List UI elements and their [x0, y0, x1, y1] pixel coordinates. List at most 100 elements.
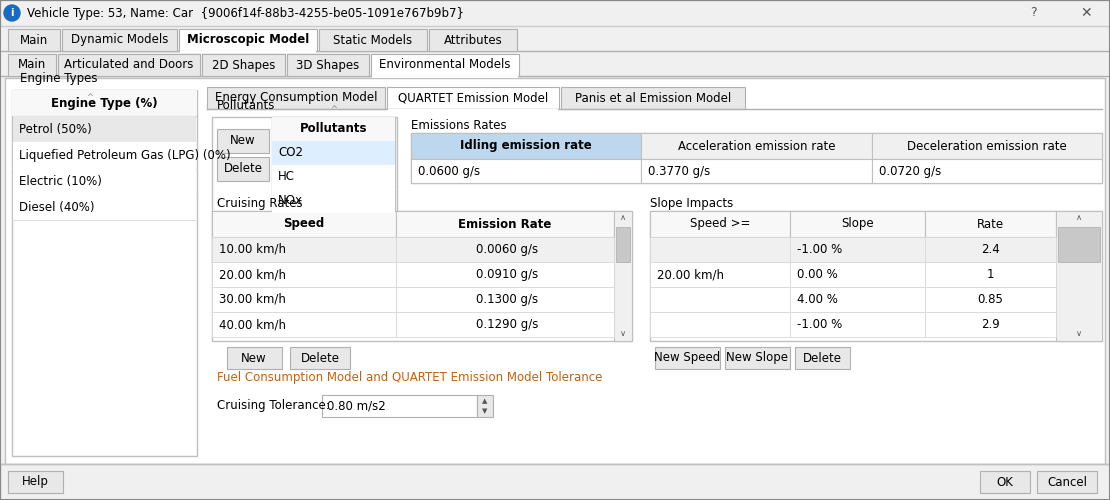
Bar [212, 312, 396, 337]
Bar [428, 29, 517, 51]
Bar [62, 29, 176, 51]
Text: 3D Shapes: 3D Shapes [296, 58, 360, 71]
Bar [925, 287, 1056, 312]
Bar [650, 237, 790, 262]
Text: ∨: ∨ [620, 330, 626, 338]
Bar [212, 287, 396, 312]
Bar [212, 211, 632, 341]
Text: New Slope: New Slope [727, 352, 788, 364]
Text: 0.3770 g/s: 0.3770 g/s [648, 164, 710, 177]
Text: Engine Types: Engine Types [20, 72, 98, 85]
Bar [319, 29, 427, 51]
Bar [228, 347, 282, 369]
Bar [396, 262, 614, 287]
Text: Slope: Slope [841, 218, 874, 230]
Text: Energy Consumption Model: Energy Consumption Model [214, 92, 377, 104]
Bar [58, 54, 200, 76]
Text: Cruising Tolerance:: Cruising Tolerance: [216, 398, 330, 411]
Circle shape [4, 5, 20, 21]
Bar [0, 29, 1110, 52]
Text: 2.9: 2.9 [981, 318, 1000, 331]
Text: Static Models: Static Models [333, 34, 413, 46]
Text: ?: ? [1030, 6, 1037, 20]
Text: ^: ^ [85, 94, 93, 102]
Bar [614, 211, 632, 341]
Text: Petrol (50%): Petrol (50%) [19, 122, 92, 136]
Text: Articulated and Doors: Articulated and Doors [64, 58, 193, 71]
Text: Main: Main [20, 34, 48, 46]
Bar [0, 464, 1110, 500]
Bar [650, 211, 1102, 341]
Text: Dynamic Models: Dynamic Models [71, 34, 169, 46]
Text: 0.0600 g/s: 0.0600 g/s [418, 164, 481, 177]
Bar [212, 117, 397, 262]
Bar [790, 211, 925, 237]
Text: 2.4: 2.4 [981, 243, 1000, 256]
Text: Vehicle Type: 53, Name: Car  {9006f14f-88b3-4255-be05-1091e767b9b7}: Vehicle Type: 53, Name: Car {9006f14f-88… [27, 6, 464, 20]
Bar [650, 262, 790, 287]
Bar [650, 211, 790, 237]
Bar [790, 312, 925, 337]
Bar [13, 142, 196, 168]
Text: 0.0060 g/s: 0.0060 g/s [476, 243, 538, 256]
Text: Attributes: Attributes [444, 34, 503, 46]
Text: 0.80 m/s2: 0.80 m/s2 [327, 400, 386, 412]
Text: Electric (10%): Electric (10%) [19, 174, 102, 188]
Bar [216, 129, 269, 153]
Bar [650, 287, 790, 312]
Bar [202, 54, 285, 76]
Bar [272, 117, 395, 141]
Text: Microscopic Model: Microscopic Model [186, 34, 309, 46]
Bar [980, 471, 1030, 493]
Text: 40.00 km/h: 40.00 km/h [219, 318, 286, 331]
Bar [477, 395, 493, 417]
Text: Delete: Delete [803, 352, 842, 364]
Bar [642, 159, 871, 183]
Bar [1037, 471, 1097, 493]
Bar [180, 50, 316, 52]
Text: ▼: ▼ [483, 408, 487, 414]
Text: 0.1300 g/s: 0.1300 g/s [476, 293, 538, 306]
Text: ▲: ▲ [483, 398, 487, 404]
Text: 2D Shapes: 2D Shapes [212, 58, 275, 71]
Text: ∨: ∨ [1076, 330, 1082, 338]
Bar [179, 29, 317, 51]
Bar [272, 117, 395, 262]
Text: New Speed: New Speed [655, 352, 720, 364]
Text: Idling emission rate: Idling emission rate [461, 140, 592, 152]
Bar [13, 116, 196, 142]
Text: NOx: NOx [278, 194, 303, 207]
Text: OK: OK [997, 476, 1013, 488]
Bar [8, 471, 63, 493]
Bar [561, 87, 745, 109]
Bar [411, 133, 642, 159]
Bar [725, 347, 790, 369]
Text: Deceleration emission rate: Deceleration emission rate [907, 140, 1067, 152]
Bar [206, 87, 385, 109]
Bar [6, 78, 1104, 464]
Text: i: i [10, 8, 13, 18]
Bar [12, 90, 196, 116]
Bar [212, 262, 396, 287]
Bar [411, 133, 1102, 183]
Bar [272, 141, 395, 165]
Bar [925, 262, 1056, 287]
Text: 20.00 km/h: 20.00 km/h [657, 268, 724, 281]
Text: Speed >=: Speed >= [689, 218, 750, 230]
Bar [871, 133, 1102, 159]
Text: Slope Impacts: Slope Impacts [650, 197, 734, 210]
Text: Speed: Speed [283, 218, 324, 230]
Bar [925, 312, 1056, 337]
Bar [322, 395, 477, 417]
Text: 30.00 km/h: 30.00 km/h [219, 293, 286, 306]
Bar [13, 168, 196, 194]
Bar [650, 312, 790, 337]
Bar [372, 76, 518, 78]
Text: ∧: ∧ [620, 214, 626, 222]
Bar [212, 237, 396, 262]
Text: Liquefied Petroleum Gas (LPG) (0%): Liquefied Petroleum Gas (LPG) (0%) [19, 148, 231, 162]
Bar [216, 157, 269, 181]
Text: Fuel Consumption Model and QUARTET Emission Model Tolerance: Fuel Consumption Model and QUARTET Emiss… [216, 370, 603, 384]
Bar [8, 54, 56, 76]
Bar [0, 0, 1110, 26]
